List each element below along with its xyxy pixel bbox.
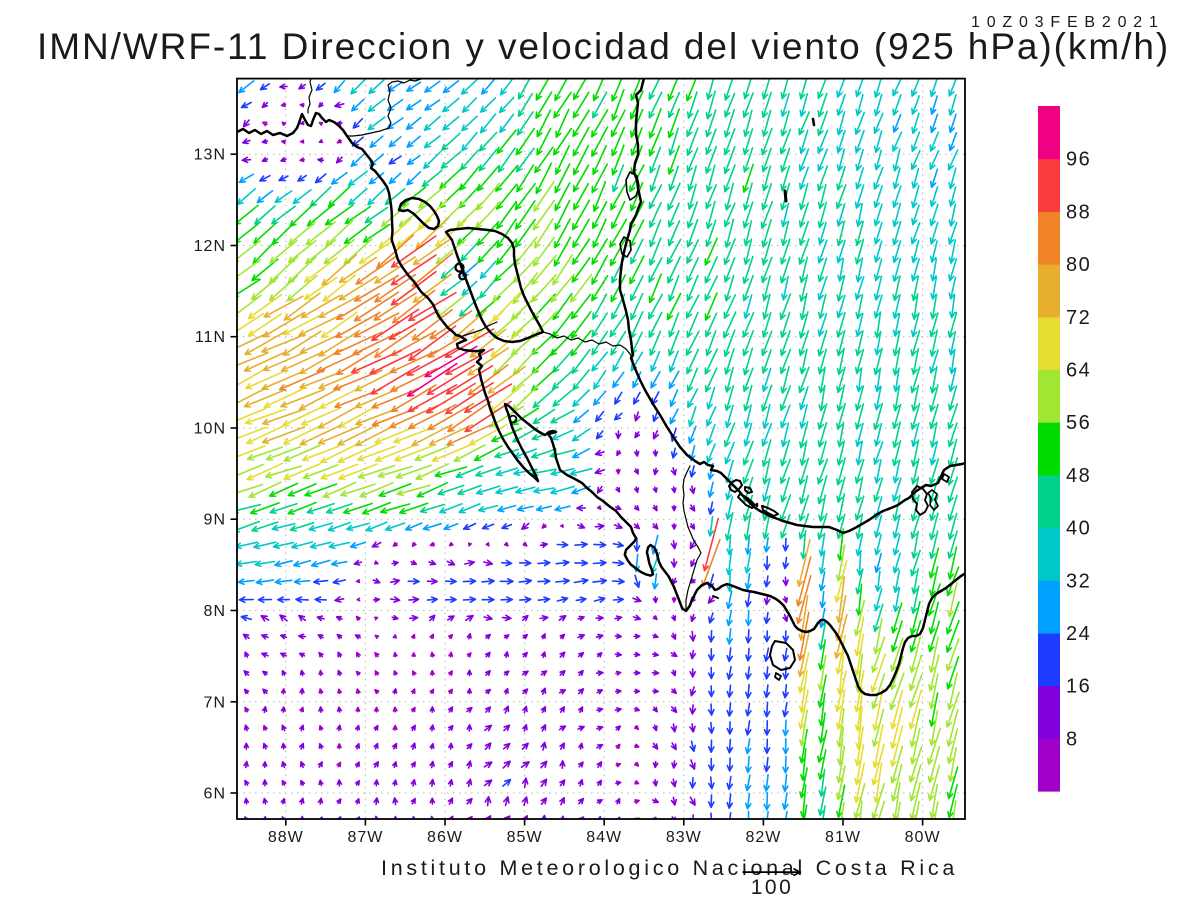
- svg-text:12N: 12N: [194, 238, 226, 255]
- svg-text:32: 32: [1066, 570, 1091, 592]
- svg-text:13N: 13N: [194, 147, 226, 164]
- svg-text:82W: 82W: [745, 829, 781, 846]
- svg-text:88W: 88W: [268, 829, 304, 846]
- svg-text:83W: 83W: [666, 829, 702, 846]
- svg-text:96: 96: [1066, 149, 1091, 171]
- svg-text:64: 64: [1066, 360, 1091, 382]
- svg-text:11N: 11N: [195, 329, 226, 346]
- svg-text:24: 24: [1066, 623, 1091, 645]
- svg-text:80: 80: [1066, 254, 1091, 276]
- svg-text:7N: 7N: [204, 694, 226, 711]
- svg-text:85W: 85W: [507, 829, 543, 846]
- svg-text:8N: 8N: [204, 603, 226, 620]
- svg-text:86W: 86W: [427, 829, 463, 846]
- svg-text:6N: 6N: [204, 786, 226, 803]
- svg-text:72: 72: [1066, 307, 1091, 329]
- svg-text:9N: 9N: [204, 512, 226, 529]
- svg-text:87W: 87W: [347, 829, 383, 846]
- svg-text:Instituto Meteorologico Nacion: Instituto Meteorologico Nacional Costa R…: [381, 856, 958, 880]
- svg-text:88: 88: [1066, 201, 1091, 223]
- svg-text:56: 56: [1066, 412, 1091, 434]
- svg-text:84W: 84W: [586, 829, 622, 846]
- svg-text:100: 100: [751, 876, 794, 899]
- svg-text:10N: 10N: [194, 421, 226, 438]
- svg-text:10Z03FEB2021: 10Z03FEB2021: [971, 14, 1165, 31]
- svg-text:80W: 80W: [905, 829, 941, 846]
- svg-text:IMN/WRF-11 Direccion y velocid: IMN/WRF-11 Direccion y velocidad del vie…: [37, 26, 1170, 67]
- svg-text:40: 40: [1066, 518, 1091, 540]
- svg-text:8: 8: [1066, 728, 1079, 750]
- svg-text:81W: 81W: [825, 829, 861, 846]
- svg-text:48: 48: [1066, 465, 1091, 487]
- svg-text:16: 16: [1066, 676, 1091, 698]
